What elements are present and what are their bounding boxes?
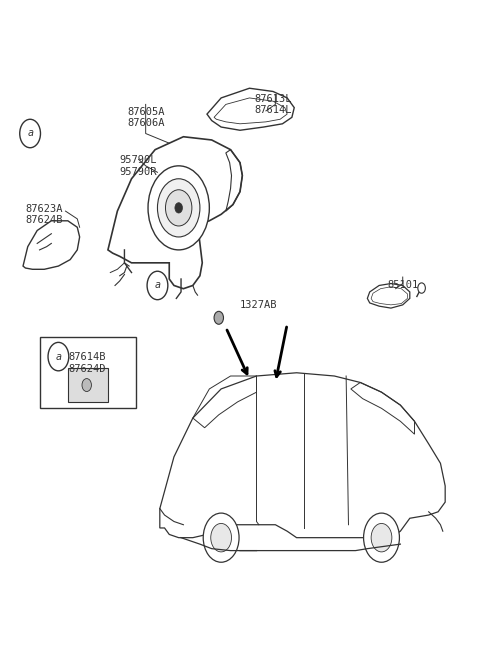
Text: 95790L
95790R: 95790L 95790R (120, 155, 157, 177)
Circle shape (48, 343, 69, 371)
Text: a: a (55, 352, 61, 362)
FancyBboxPatch shape (39, 337, 136, 408)
Circle shape (20, 119, 40, 148)
Circle shape (211, 523, 231, 552)
Text: 87614B
87624D: 87614B 87624D (68, 352, 106, 374)
Circle shape (82, 379, 91, 392)
Circle shape (148, 166, 209, 250)
Circle shape (371, 523, 392, 552)
Text: 87623A
87624B: 87623A 87624B (25, 204, 63, 225)
Text: 87605A
87606A: 87605A 87606A (127, 107, 165, 128)
Circle shape (363, 513, 399, 562)
Text: 87613L
87614L: 87613L 87614L (254, 94, 292, 115)
Circle shape (147, 271, 168, 300)
FancyBboxPatch shape (68, 368, 108, 402)
Circle shape (157, 179, 200, 237)
Text: a: a (27, 128, 33, 138)
Text: a: a (155, 280, 160, 290)
Circle shape (166, 190, 192, 226)
Circle shape (214, 311, 224, 324)
Circle shape (203, 513, 239, 562)
Text: 85101: 85101 (387, 280, 419, 290)
Text: 1327AB: 1327AB (240, 300, 277, 310)
Circle shape (418, 283, 425, 293)
Circle shape (175, 202, 182, 213)
